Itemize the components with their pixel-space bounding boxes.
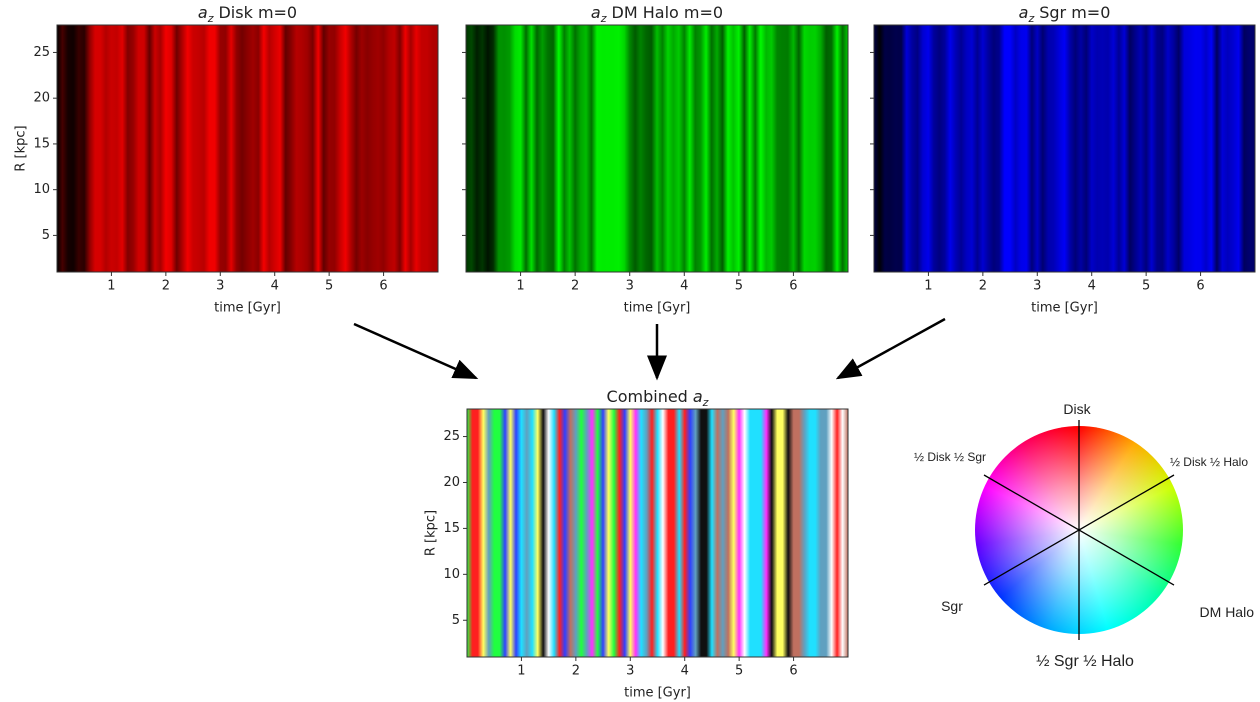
heatmap-image [874,25,1255,272]
x-tick-label: 3 [626,279,634,294]
x-axis-label: time [Gyr] [624,686,691,701]
wheel-label: DM Halo [1200,604,1255,620]
x-axis-label: time [Gyr] [1031,301,1098,316]
wheel-label: Disk [1063,401,1091,417]
title-text: Disk m=0 [218,3,297,22]
plot-frame [56,24,439,273]
y-tick-label: 15 [33,136,50,151]
y-tick-label: 20 [443,475,460,490]
wheel-label: ½ Sgr ½ Halo [1036,653,1134,670]
x-tick-label: 6 [379,279,387,294]
title-text: DM Halo m=0 [612,3,724,22]
x-tick-label: 5 [735,279,743,294]
x-tick-label: 2 [979,279,987,294]
x-tick-label: 6 [789,279,797,294]
heatmap-image [467,409,848,657]
wheel-label: Sgr [941,598,963,614]
y-tick-label: 5 [452,613,460,628]
title-subscript: z [1027,12,1034,25]
y-tick-label: 25 [33,45,50,60]
arrow [835,317,946,380]
x-tick-label: 5 [325,279,333,294]
x-tick-label: 3 [626,664,634,679]
plot-frame [465,24,849,273]
y-tick-label: 10 [443,567,460,582]
x-tick-label: 2 [572,664,580,679]
plot-frame [466,408,849,658]
x-tick-label: 2 [571,279,579,294]
wheel-label: ½ Disk ½ Sgr [914,450,986,464]
x-tick-label: 1 [924,279,932,294]
x-tick-label: 3 [216,279,224,294]
arrow [353,322,479,380]
x-tick-label: 4 [680,279,688,294]
wheel-label: ½ Disk ½ Halo [1170,455,1248,469]
title-subscript: z [207,12,214,25]
x-tick-label: 3 [1033,279,1041,294]
title-symbol: a [1019,3,1029,22]
x-tick-label: 2 [162,279,170,294]
x-tick-label: 4 [1088,279,1096,294]
y-tick-label: 20 [33,91,50,106]
title-symbol: a [693,387,703,406]
x-tick-label: 5 [735,664,743,679]
title-subscript: z [600,12,607,25]
x-tick-label: 4 [271,279,279,294]
x-axis-label: time [Gyr] [214,301,281,316]
x-axis-label: time [Gyr] [624,301,691,316]
title-symbol: a [591,3,601,22]
y-tick-label: 5 [42,228,50,243]
x-tick-label: 1 [107,279,115,294]
y-axis-label: R [kpc] [14,125,29,171]
y-tick-label: 15 [443,521,460,536]
x-tick-label: 1 [516,279,524,294]
title-symbol: a [198,3,208,22]
wheel-axes [983,420,1175,640]
chart-title: az Disk m=0 [198,3,297,25]
y-tick-label: 10 [33,182,50,197]
chart-title: az DM Halo m=0 [591,3,723,25]
plot-frame [873,24,1256,273]
x-tick-label: 6 [789,664,797,679]
y-tick-label: 25 [443,429,460,444]
chart-title: az Sgr m=0 [1019,3,1111,25]
x-tick-label: 5 [1142,279,1150,294]
title-text: Sgr m=0 [1039,3,1110,22]
title-subscript: z [702,396,709,409]
title-text: Combined [607,387,688,406]
x-tick-label: 4 [681,664,689,679]
heatmap-image [57,25,438,272]
y-axis-label: R [kpc] [424,510,439,556]
chart-title: Combined az [607,387,709,409]
x-tick-label: 1 [517,664,525,679]
x-tick-label: 6 [1196,279,1204,294]
heatmap-image [466,25,848,272]
